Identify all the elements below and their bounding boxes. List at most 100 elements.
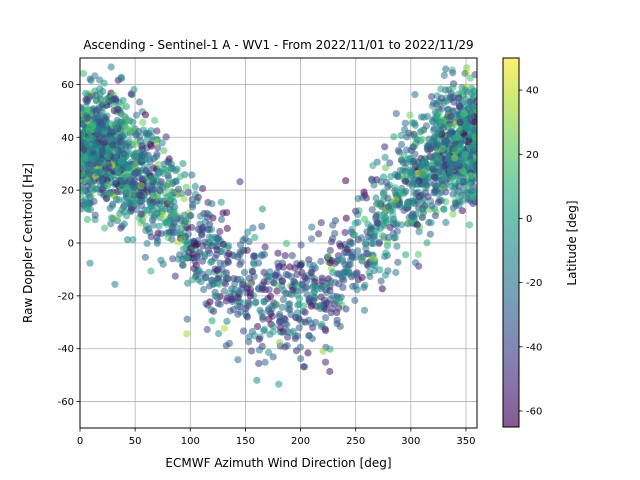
scatter-point (471, 126, 477, 134)
scatter-point (279, 286, 287, 295)
scatter-point (92, 153, 101, 161)
scatter-point (201, 274, 209, 282)
scatter-point (101, 96, 109, 104)
scatter-point (449, 83, 457, 91)
scatter-point (86, 134, 94, 142)
scatter-point (272, 271, 280, 279)
scatter-point (384, 183, 392, 191)
scatter-point (454, 111, 462, 119)
scatter-point (131, 169, 139, 177)
scatter-point (258, 251, 266, 259)
scatter-point (375, 240, 383, 248)
scatter-point (117, 224, 125, 232)
scatter-point (215, 280, 223, 288)
scatter-point (160, 147, 168, 155)
scatter-point (442, 65, 450, 73)
scatter-point (465, 162, 473, 170)
scatter-point (426, 230, 434, 238)
scatter-point (120, 131, 129, 139)
scatter-point (216, 300, 224, 308)
scatter-point (179, 245, 187, 253)
scatter-point (105, 163, 113, 171)
scatter-point (86, 193, 94, 201)
scatter-point (424, 193, 432, 201)
scatter-point (417, 206, 425, 215)
scatter-point (237, 258, 245, 266)
scatter-point (440, 173, 448, 181)
scatter-point (452, 199, 460, 207)
scatter-point (378, 285, 386, 293)
scatter-point (384, 194, 392, 202)
scatter-point (458, 84, 466, 92)
scatter-point (393, 242, 401, 250)
scatter-point (428, 202, 436, 210)
scatter-point (301, 308, 309, 316)
scatter-point (269, 323, 277, 331)
scatter-point (413, 179, 421, 187)
scatter-point (420, 171, 428, 179)
scatter-point (380, 215, 389, 223)
scatter-point (400, 151, 408, 159)
scatter-point (403, 133, 411, 141)
scatter-point (214, 236, 222, 244)
y-axis: -60 -40 -20 0 20 40 60 (58, 80, 80, 408)
scatter-point (360, 306, 369, 314)
scatter-point (104, 181, 112, 189)
x-tick-label: 350 (456, 436, 475, 447)
scatter-point (173, 224, 181, 232)
scatter-point (139, 126, 147, 134)
scatter-point (148, 133, 156, 141)
scatter-point (307, 319, 315, 328)
scatter-point (107, 120, 115, 128)
scatter-point (268, 302, 276, 310)
scatter-point (135, 98, 144, 106)
scatter-point (153, 127, 161, 135)
scatter-point (86, 259, 94, 267)
scatter-point (402, 177, 410, 185)
scatter-point (447, 112, 455, 120)
scatter-point (449, 69, 457, 77)
scatter-point (155, 222, 163, 230)
scatter-point (217, 215, 226, 224)
scatter-point (287, 290, 295, 299)
scatter-point (392, 190, 400, 198)
scatter-point (205, 268, 213, 276)
scatter-point (357, 234, 366, 242)
scatter-point (219, 240, 227, 248)
scatter-point (342, 214, 350, 222)
scatter-point (451, 134, 459, 142)
scatter-point (88, 180, 96, 188)
y-tick-label: -60 (58, 397, 74, 408)
scatter-point (114, 105, 122, 113)
scatter-point (107, 214, 115, 222)
scatter-point (448, 123, 456, 131)
scatter-point (107, 134, 115, 142)
scatter-point (183, 315, 191, 323)
scatter-point (322, 299, 330, 307)
scatter-point (394, 146, 402, 154)
scatter-point (111, 176, 119, 185)
scatter-point (430, 99, 438, 107)
scatter-point (217, 198, 225, 206)
scatter-point (242, 305, 250, 313)
scatter-point (473, 97, 477, 105)
scatter-point (440, 124, 448, 132)
scatter-point (344, 266, 352, 274)
scatter-point (381, 252, 389, 261)
y-tick-label: 20 (61, 186, 74, 197)
scatter-point (427, 219, 435, 227)
scatter-point (433, 111, 441, 119)
scatter-point (123, 236, 132, 244)
scatter-point (446, 171, 454, 179)
scatter-point (411, 259, 420, 267)
scatter-point (398, 140, 406, 149)
scatter-point (430, 189, 438, 197)
x-tick-label: 100 (181, 436, 200, 447)
scatter-point (211, 292, 219, 300)
y-tick-label: 60 (61, 80, 74, 91)
scatter-point (327, 309, 335, 317)
scatter-point (361, 281, 369, 289)
scatter-point (188, 276, 196, 284)
scatter-point (377, 277, 385, 285)
scatter-point (466, 98, 474, 106)
